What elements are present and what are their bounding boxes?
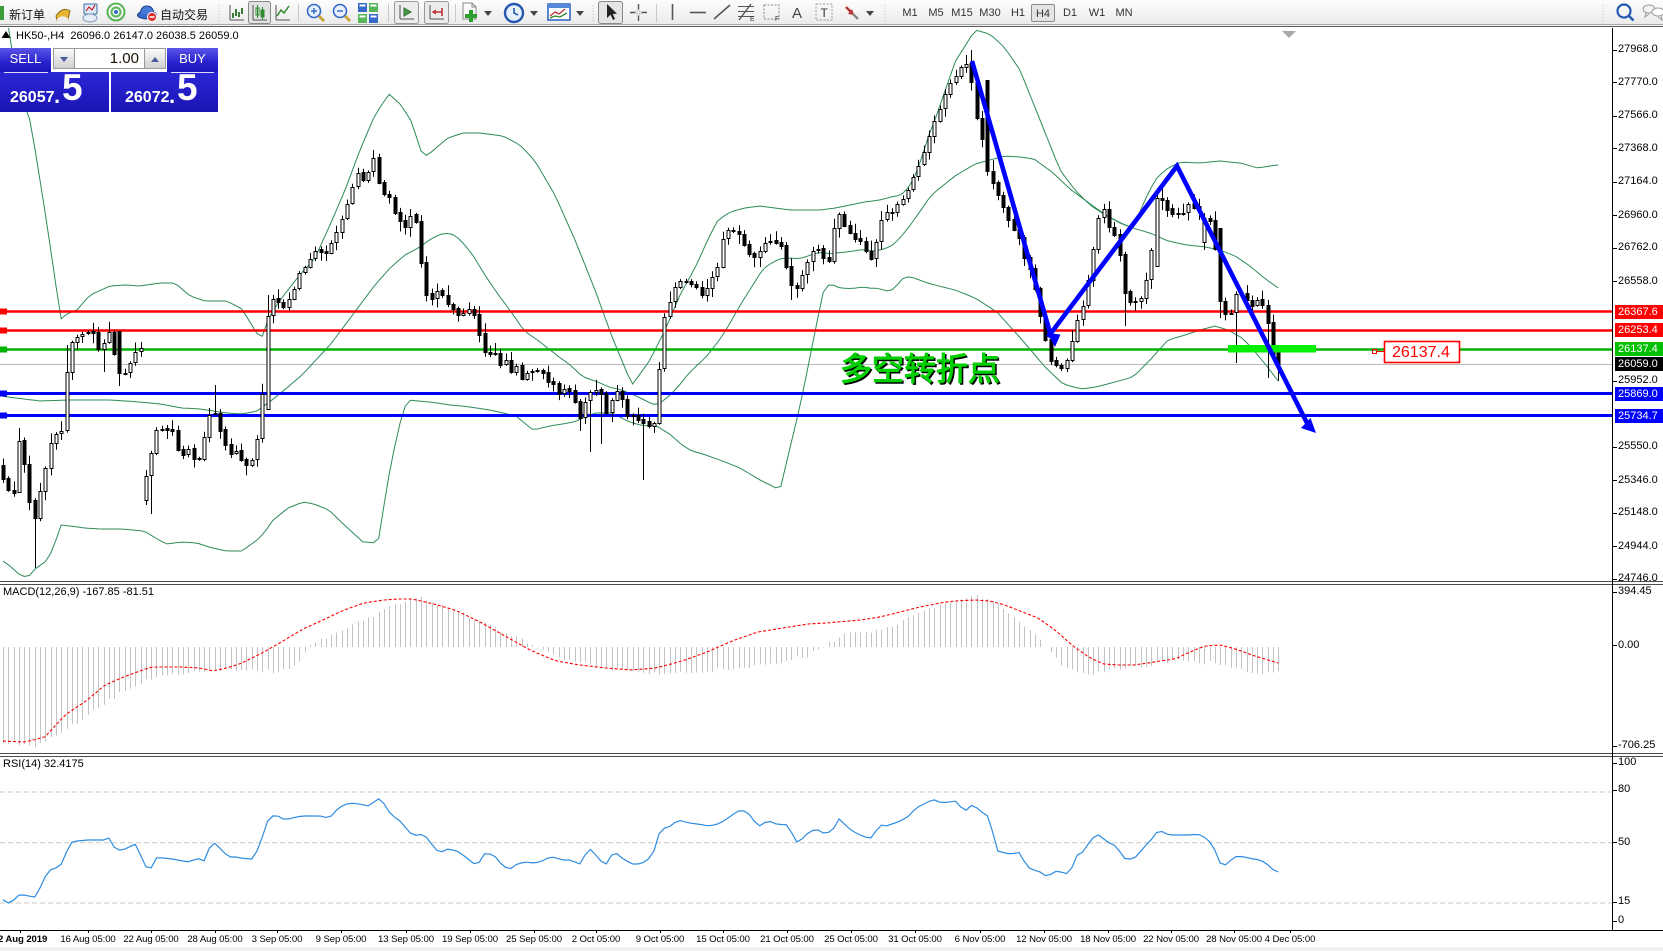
svg-text:A: A (792, 5, 802, 22)
svg-text:多空转折点: 多空转折点 (842, 353, 1002, 389)
svg-text:F: F (775, 16, 779, 23)
svg-text:多空转折点: 多空转折点 (840, 351, 1000, 387)
svg-text:E: E (750, 16, 755, 23)
svg-text:26137.4: 26137.4 (1392, 344, 1450, 361)
svg-text:T: T (821, 6, 829, 20)
